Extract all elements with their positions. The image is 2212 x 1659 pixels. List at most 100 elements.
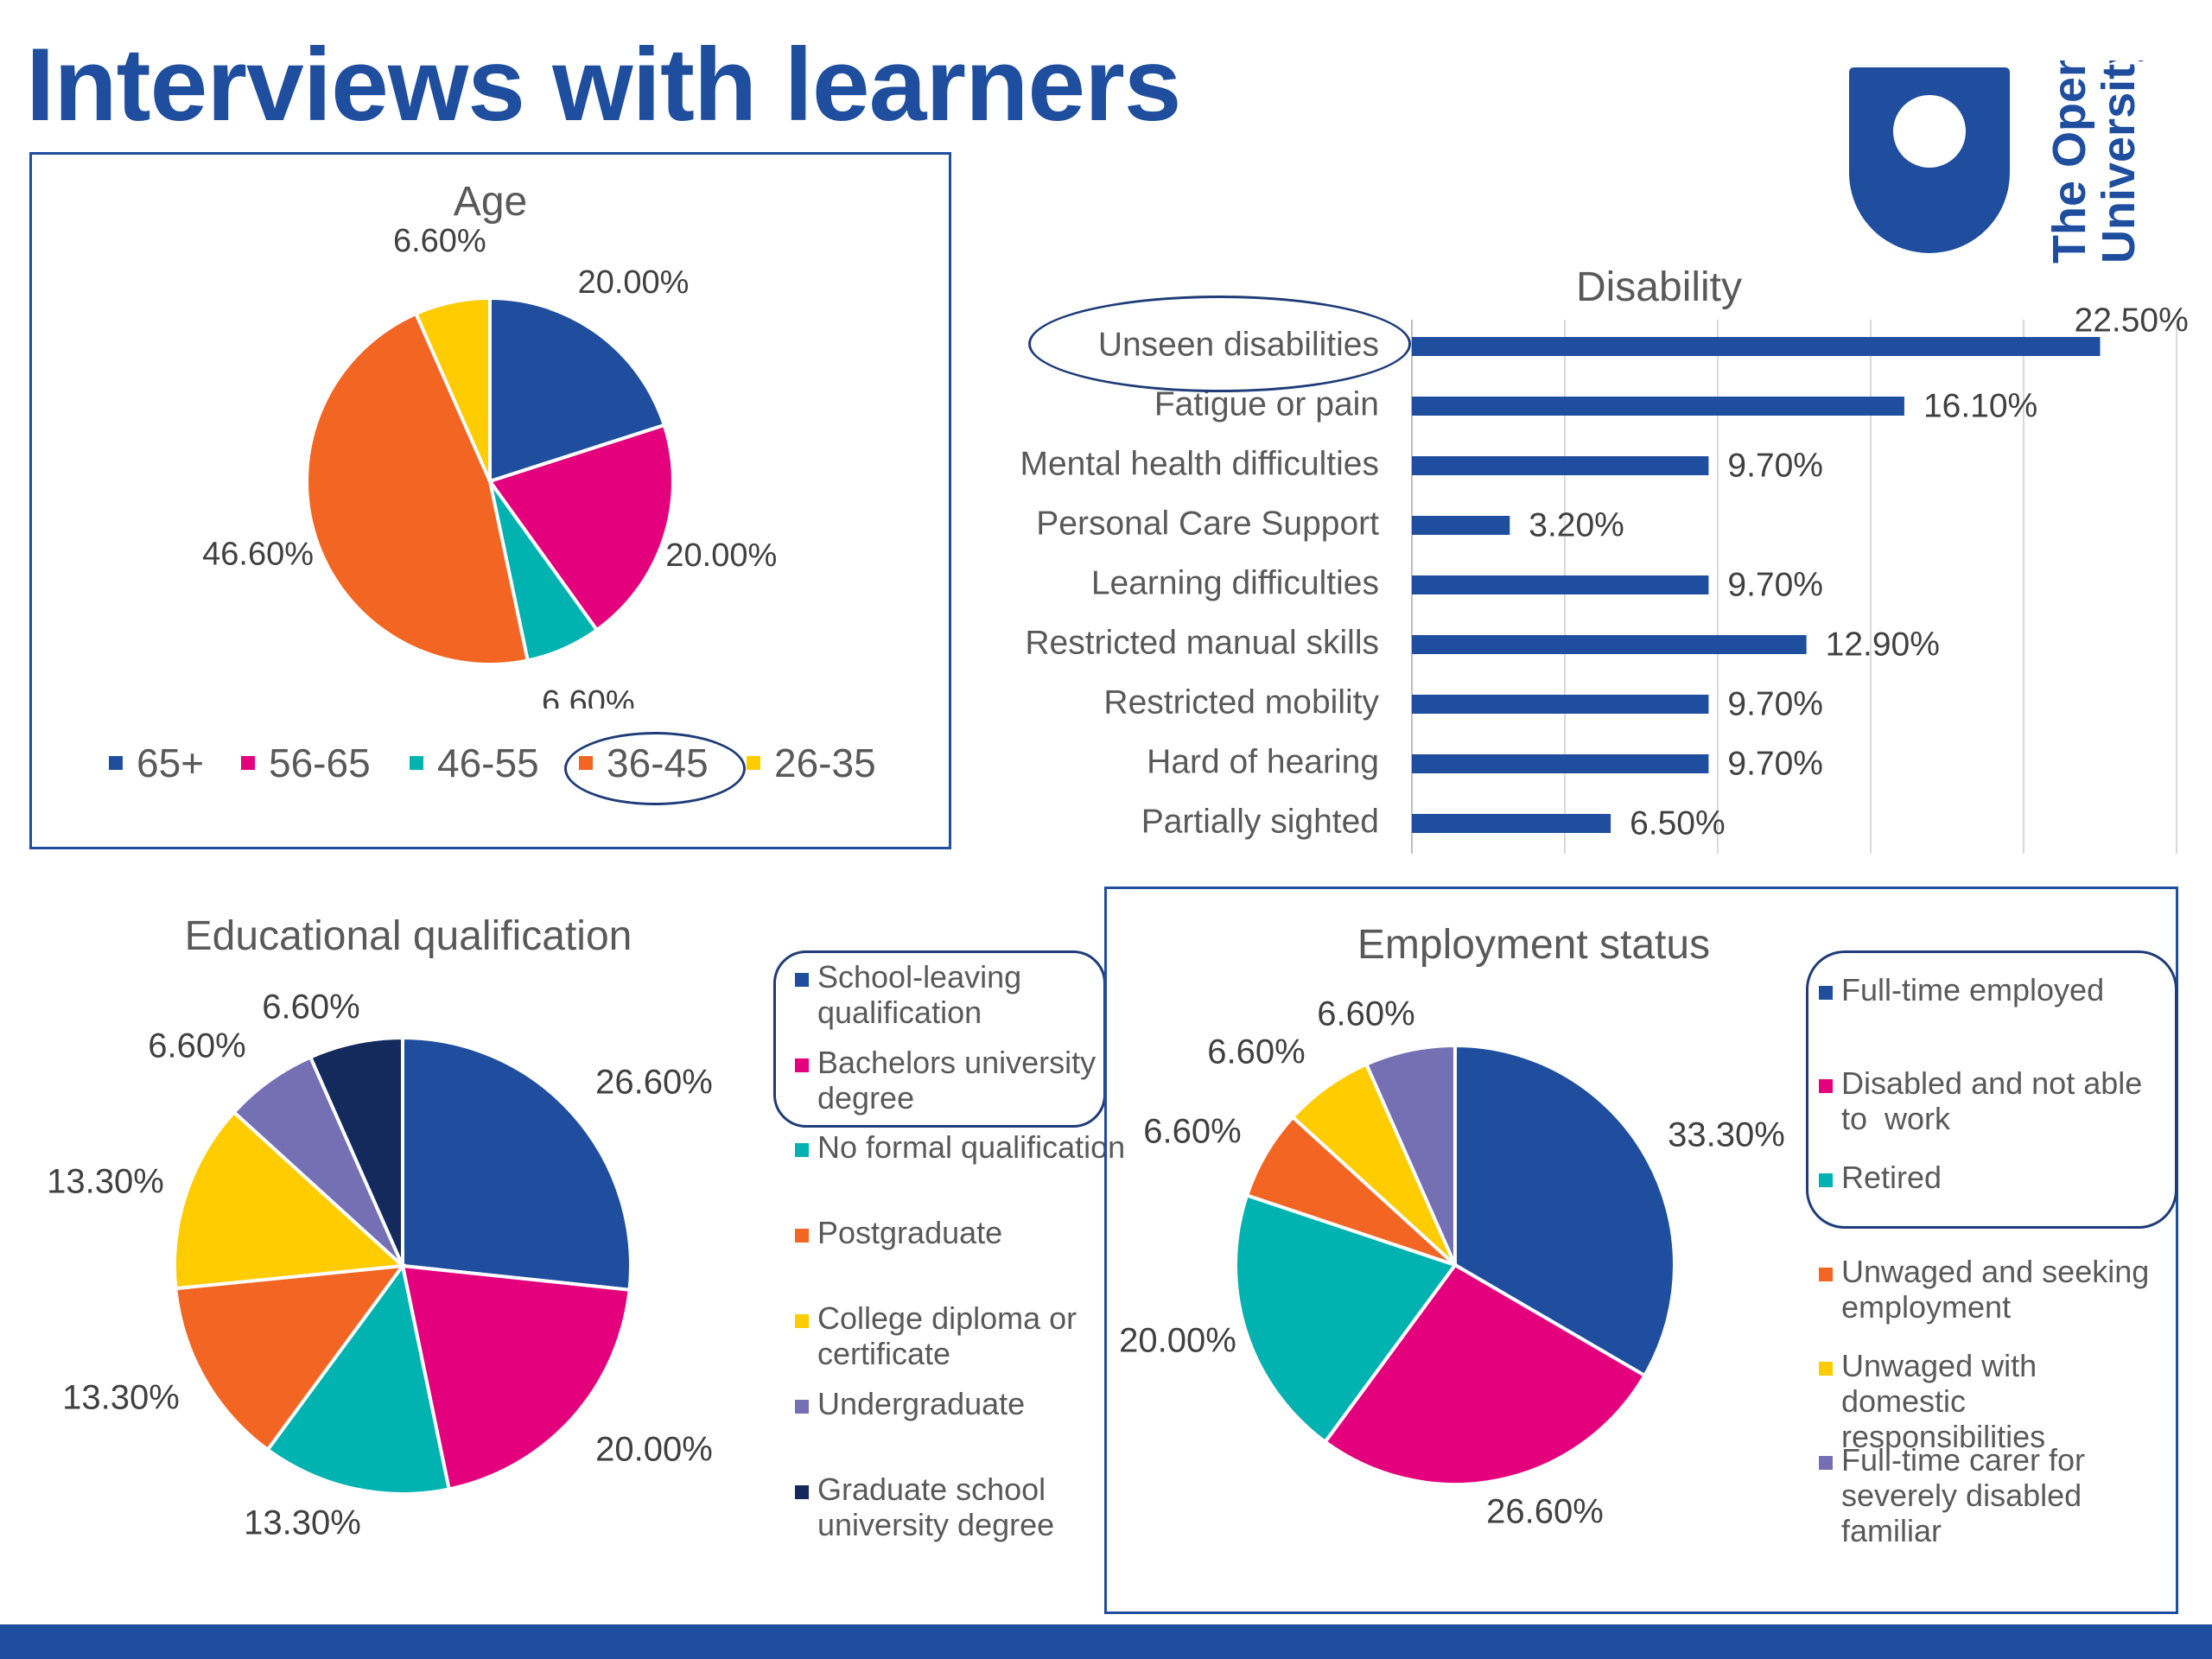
age-legend: 65+ 56-65 46-55 36-45 26-35 bbox=[29, 739, 951, 791]
legend-label: No formal qualification bbox=[817, 1129, 1126, 1165]
age-data-label: 46.60% bbox=[202, 536, 314, 572]
age-data-label: 20.00% bbox=[665, 537, 777, 574]
employment-slice-full-time-carer-for-severely-disabled-familiar bbox=[1363, 1043, 1457, 1266]
education-slice-undergraduate bbox=[232, 1054, 404, 1268]
legend-label: Postgraduate bbox=[817, 1215, 1003, 1250]
legend-label: College diploma or certificate bbox=[817, 1300, 1077, 1371]
legend-swatch bbox=[795, 1314, 809, 1328]
employment-legend-highlight-box bbox=[1806, 950, 2177, 1229]
age-slice-65 bbox=[488, 296, 667, 484]
employment-pie-chart: 33.30% 26.60% 20.00% 6.60% 6.60% 6.60% bbox=[1119, 995, 1785, 1531]
legend-label: Unwaged with domestic responsibilities bbox=[1841, 1348, 2046, 1454]
employment-legend: Full-time employed Disabled and not able … bbox=[1819, 972, 2182, 1577]
legend-label: Disabled and not able to work bbox=[1841, 1065, 2143, 1136]
disability-data-label: 16.10% bbox=[1923, 387, 2037, 424]
legend-swatch bbox=[1819, 1268, 1833, 1281]
age-data-label: 20.00% bbox=[578, 264, 690, 301]
legend-swatch bbox=[241, 756, 255, 770]
legend-swatch bbox=[795, 1485, 809, 1499]
disability-highlight-oval bbox=[1028, 296, 1411, 392]
disability-data-label: 9.70% bbox=[1727, 745, 1823, 782]
page-title: Interviews with learners bbox=[26, 27, 1182, 143]
legend-swatch bbox=[795, 1058, 809, 1072]
employment-slice-full-time-employed bbox=[1453, 1043, 1676, 1378]
employment-slice-disabled-and-not-able-to-work bbox=[1322, 1262, 1648, 1486]
age-chart-frame bbox=[29, 152, 951, 849]
legend-label: Bachelors university degree bbox=[817, 1045, 1096, 1116]
education-data-label: 6.60% bbox=[262, 988, 359, 1027]
legend-swatch bbox=[795, 1143, 809, 1157]
disability-category-label: Personal Care Support bbox=[1036, 505, 1379, 542]
education-slice-school-leaving-qualification bbox=[401, 1035, 632, 1293]
disability-data-label: 6.50% bbox=[1630, 804, 1726, 842]
logo-text-line2: University bbox=[2093, 60, 2143, 264]
disability-category-label: Hard of hearing bbox=[1147, 743, 1379, 780]
education-data-label: 13.30% bbox=[62, 1379, 180, 1417]
disability-category-label: Restricted manual skills bbox=[1025, 624, 1379, 661]
disability-bar-restricted-mobility bbox=[1412, 695, 1709, 714]
employment-data-label: 33.30% bbox=[1668, 1116, 1785, 1154]
disability-bar-unseen-disabilities bbox=[1412, 337, 2101, 356]
disability-bar-mental-health-difficulties bbox=[1412, 456, 1709, 475]
disability-bar-fatigue-or-pain bbox=[1412, 397, 1904, 416]
education-slice-postgraduate bbox=[174, 1263, 407, 1452]
education-data-label: 13.30% bbox=[244, 1504, 361, 1542]
legend-swatch bbox=[1819, 1456, 1833, 1470]
education-data-label: 6.60% bbox=[148, 1027, 245, 1065]
legend-label: 46-55 bbox=[437, 741, 539, 785]
education-slice-college-diploma-or-certificate bbox=[173, 1109, 407, 1291]
legend-swatch bbox=[1819, 1173, 1833, 1187]
legend-label: Retired bbox=[1841, 1160, 1942, 1195]
education-data-label: 20.00% bbox=[595, 1431, 713, 1469]
logo-text-line1: The Open bbox=[2044, 60, 2095, 264]
legend-label: 26-35 bbox=[774, 741, 876, 785]
disability-bar-hard-of-hearing bbox=[1412, 754, 1709, 773]
legend-label: 65+ bbox=[137, 741, 205, 785]
disability-category-label: Fatigue or pain bbox=[1154, 385, 1379, 423]
education-slice-bachelors-university-degree bbox=[400, 1263, 632, 1491]
employment-chart-frame bbox=[1104, 887, 2178, 1614]
education-data-label: 13.30% bbox=[47, 1163, 164, 1201]
education-slice-graduate-school-university-degree bbox=[308, 1035, 404, 1267]
legend-label: School-leaving qualification bbox=[817, 959, 1022, 1030]
employment-data-label: 26.60% bbox=[1486, 1493, 1604, 1531]
legend-label: Full-time employed bbox=[1841, 972, 2105, 1007]
disability-category-label: Partially sighted bbox=[1141, 803, 1379, 840]
legend-swatch bbox=[795, 1400, 809, 1414]
employment-data-label: 20.00% bbox=[1119, 1322, 1236, 1360]
legend-swatch bbox=[109, 756, 123, 770]
disability-chart-title: Disability bbox=[1575, 264, 1743, 310]
employment-data-label: 6.60% bbox=[1317, 995, 1414, 1033]
education-legend: School-leaving qualification Bachelors un… bbox=[795, 959, 1141, 1564]
education-pie-chart: 26.60% 20.00% 13.30% 13.30% 13.30% 6.60% 6.60% bbox=[47, 988, 713, 1542]
legend-label: Undergraduate bbox=[817, 1386, 1026, 1421]
age-data-label: 6.60% bbox=[393, 225, 486, 259]
age-pie-chart: 20.00% 20.00% 6.60% 46.60% 6.60% bbox=[202, 225, 777, 709]
age-slice-56-65 bbox=[486, 423, 675, 632]
open-university-logo: The Open University bbox=[1840, 38, 2145, 276]
bottom-bar bbox=[0, 1624, 2212, 1659]
disability-bar-learning-difficulties bbox=[1412, 575, 1709, 594]
age-slice-36-45 bbox=[305, 311, 531, 666]
legend-label: 56-65 bbox=[269, 741, 371, 785]
disability-data-label: 22.50% bbox=[2075, 302, 2189, 339]
age-legend-highlight-oval bbox=[564, 732, 746, 805]
disability-category-label: Mental health difficulties bbox=[1020, 445, 1379, 482]
employment-slice-retired bbox=[1234, 1192, 1459, 1445]
legend-swatch bbox=[1819, 1079, 1833, 1093]
disability-bar-restricted-manual-skills bbox=[1412, 635, 1807, 654]
disability-data-label: 12.90% bbox=[1826, 626, 1940, 663]
education-chart-title: Educational qualification bbox=[184, 913, 632, 959]
disability-bar-personal-care-support bbox=[1412, 516, 1510, 535]
education-legend-highlight-box bbox=[773, 950, 1106, 1128]
legend-swatch bbox=[795, 1229, 809, 1243]
age-slice-26-35 bbox=[413, 296, 492, 482]
employment-data-label: 6.60% bbox=[1207, 1033, 1305, 1071]
education-slice-no-formal-qualification bbox=[264, 1262, 452, 1496]
legend-label: Unwaged and seeking employment bbox=[1841, 1254, 2150, 1325]
employment-chart-title: Employment status bbox=[1357, 922, 1711, 968]
legend-label: Full-time carer for severely disabled fa… bbox=[1841, 1442, 2086, 1548]
age-data-label: 6.60% bbox=[542, 684, 635, 709]
legend-swatch bbox=[1819, 1362, 1833, 1376]
disability-data-label: 9.70% bbox=[1727, 447, 1823, 484]
